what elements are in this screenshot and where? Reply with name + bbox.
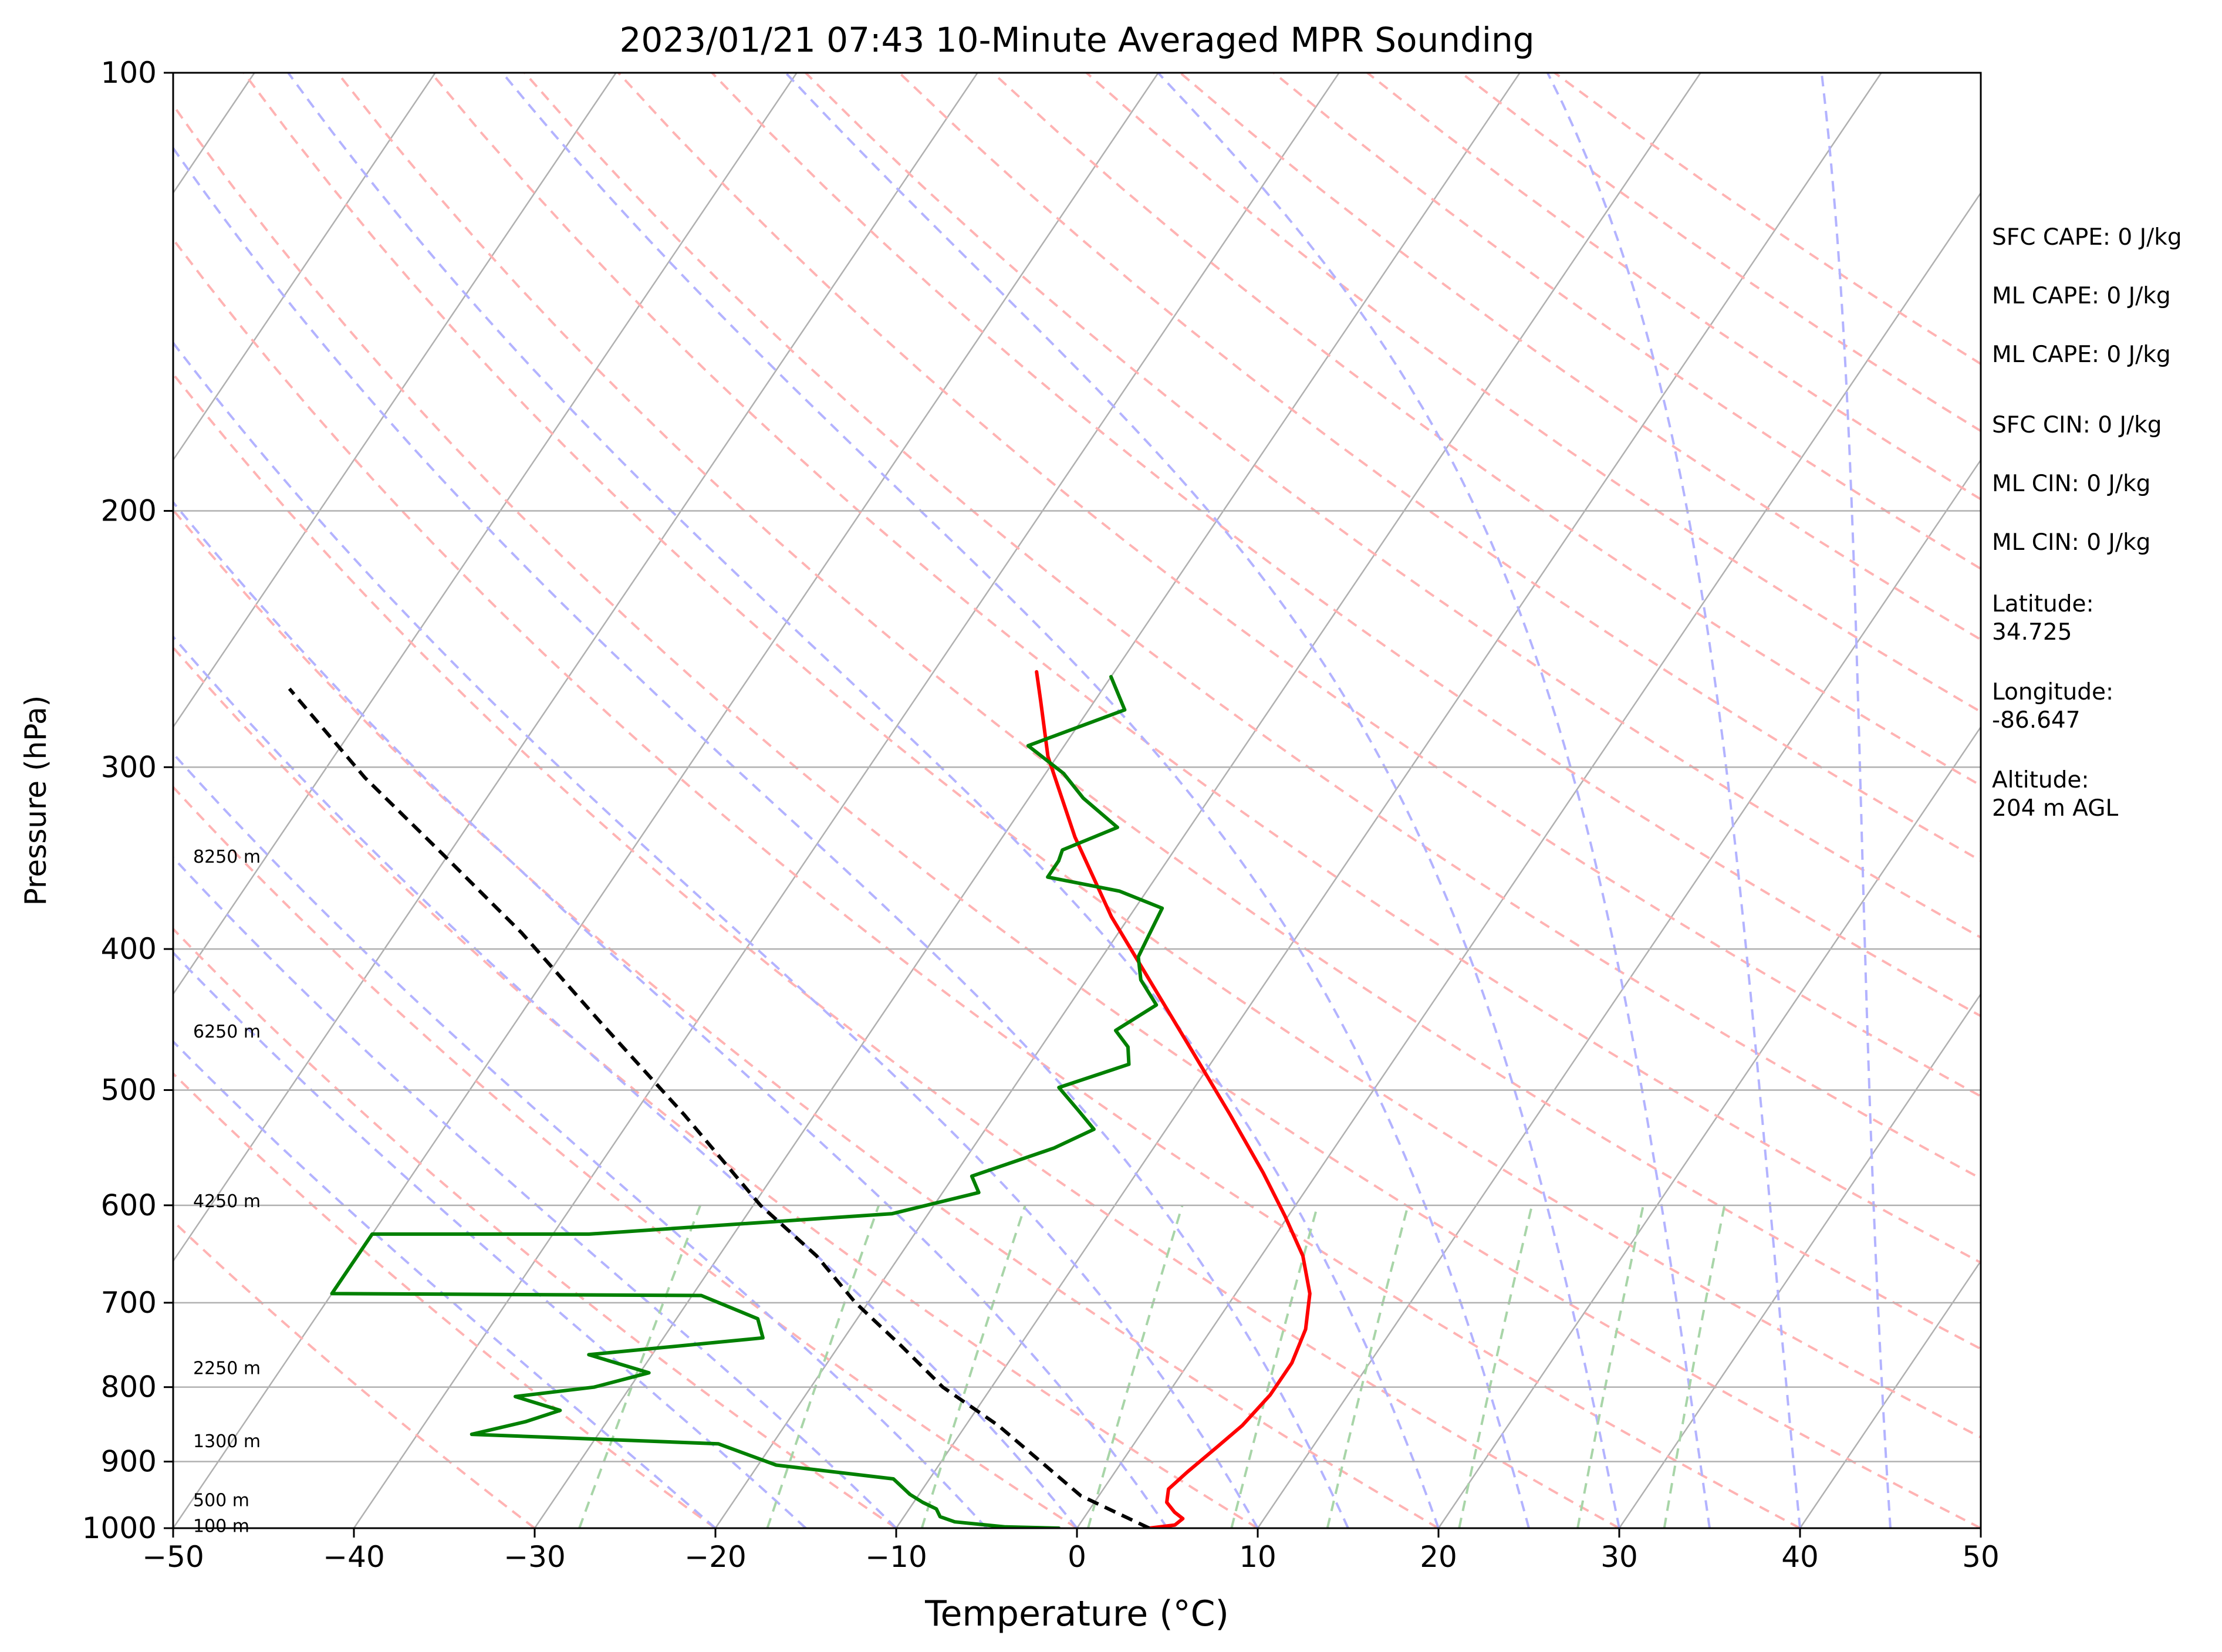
stat-label: ML CIN: 0 J/kg — [1992, 529, 2150, 557]
x-tick-label: 40 — [1781, 1540, 1819, 1574]
x-tick-label: 20 — [1420, 1540, 1457, 1574]
x-tick-label: 10 — [1239, 1540, 1277, 1574]
y-tick-label: 900 — [101, 1445, 157, 1479]
height-label: 6250 m — [193, 1022, 261, 1042]
y-tick-label: 200 — [101, 494, 157, 528]
x-tick-label: −40 — [323, 1540, 385, 1574]
y-tick-label: 1000 — [82, 1511, 157, 1545]
location-label: Altitude: 204 m AGL — [1992, 766, 2118, 823]
stat-label: ML CAPE: 0 J/kg — [1992, 341, 2171, 369]
chart-title: 2023/01/21 07:43 10-Minute Averaged MPR … — [619, 20, 1534, 60]
y-tick-label: 400 — [101, 932, 157, 966]
height-label: 1300 m — [193, 1431, 261, 1452]
y-axis-label: Pressure (hPa) — [19, 695, 53, 906]
stat-label: SFC CIN: 0 J/kg — [1992, 411, 2162, 440]
height-label: 4250 m — [193, 1191, 261, 1212]
x-axis-label: Temperature (°C) — [924, 1593, 1229, 1634]
x-tick-label: 0 — [1068, 1540, 1086, 1574]
y-tick-label: 300 — [101, 750, 157, 784]
x-tick-label: −20 — [684, 1540, 747, 1574]
y-tick-label: 700 — [101, 1286, 157, 1320]
stat-label: ML CAPE: 0 J/kg — [1992, 282, 2171, 310]
height-label: 500 m — [193, 1490, 249, 1511]
height-label: 2250 m — [193, 1358, 261, 1379]
location-label: Latitude: 34.725 — [1992, 590, 2094, 647]
stat-label: ML CIN: 0 J/kg — [1992, 470, 2150, 498]
location-label: Longitude: -86.647 — [1992, 678, 2113, 735]
stat-label: SFC CAPE: 0 J/kg — [1992, 224, 2182, 252]
x-tick-label: −10 — [865, 1540, 927, 1574]
x-tick-label: 50 — [1962, 1540, 2000, 1574]
height-label: 8250 m — [193, 847, 261, 867]
y-tick-label: 100 — [101, 56, 157, 90]
y-tick-label: 800 — [101, 1370, 157, 1404]
x-tick-label: 30 — [1600, 1540, 1638, 1574]
y-tick-label: 500 — [101, 1073, 157, 1107]
height-label: 100 m — [193, 1516, 249, 1537]
y-tick-label: 600 — [101, 1188, 157, 1222]
x-tick-label: −30 — [504, 1540, 566, 1574]
